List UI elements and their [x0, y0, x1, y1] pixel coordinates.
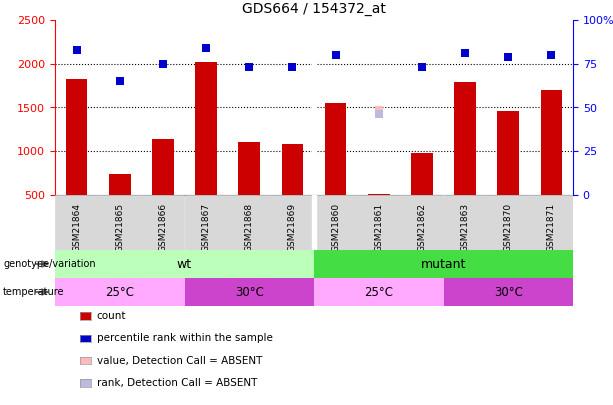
Text: GSM21860: GSM21860: [331, 203, 340, 252]
Text: genotype/variation: genotype/variation: [3, 259, 96, 269]
Text: 25°C: 25°C: [105, 286, 134, 298]
Title: GDS664 / 154372_at: GDS664 / 154372_at: [242, 2, 386, 16]
Text: 30°C: 30°C: [235, 286, 264, 298]
Text: GSM21864: GSM21864: [72, 203, 81, 252]
Text: mutant: mutant: [421, 258, 466, 271]
Bar: [109, 174, 131, 195]
Bar: [454, 82, 476, 195]
Bar: [238, 142, 260, 195]
Bar: [314, 278, 443, 306]
Bar: [487, 195, 530, 250]
Bar: [325, 103, 346, 195]
Text: percentile rank within the sample: percentile rank within the sample: [97, 333, 273, 343]
Text: wt: wt: [177, 258, 192, 271]
Text: GSM21861: GSM21861: [375, 203, 383, 252]
Text: count: count: [97, 311, 126, 321]
Bar: [196, 62, 217, 195]
Bar: [400, 195, 443, 250]
Bar: [55, 278, 185, 306]
Bar: [227, 195, 271, 250]
Bar: [312, 195, 316, 250]
Bar: [271, 195, 314, 250]
Bar: [281, 144, 303, 195]
Bar: [443, 278, 573, 306]
Bar: [443, 195, 487, 250]
Text: GSM21871: GSM21871: [547, 203, 556, 252]
Bar: [541, 90, 562, 195]
Text: rank, Detection Call = ABSENT: rank, Detection Call = ABSENT: [97, 378, 257, 388]
Text: GSM21869: GSM21869: [288, 203, 297, 252]
Text: GSM21868: GSM21868: [245, 203, 254, 252]
Bar: [98, 195, 142, 250]
Text: GSM21866: GSM21866: [158, 203, 167, 252]
Bar: [314, 195, 357, 250]
Bar: [185, 278, 314, 306]
Bar: [357, 195, 400, 250]
Bar: [152, 139, 173, 195]
Text: GSM21862: GSM21862: [417, 203, 427, 252]
Bar: [55, 195, 98, 250]
Bar: [498, 111, 519, 195]
Bar: [66, 79, 88, 195]
Bar: [142, 195, 185, 250]
Bar: [411, 153, 433, 195]
Text: 30°C: 30°C: [494, 286, 523, 298]
Text: value, Detection Call = ABSENT: value, Detection Call = ABSENT: [97, 356, 262, 366]
Bar: [314, 250, 573, 278]
Text: 25°C: 25°C: [364, 286, 394, 298]
Bar: [368, 194, 389, 195]
Bar: [55, 250, 314, 278]
Text: GSM21870: GSM21870: [504, 203, 512, 252]
Text: GSM21863: GSM21863: [460, 203, 470, 252]
Text: GSM21867: GSM21867: [202, 203, 211, 252]
Bar: [530, 195, 573, 250]
Text: GSM21865: GSM21865: [115, 203, 124, 252]
Bar: [185, 195, 227, 250]
Text: temperature: temperature: [3, 287, 64, 297]
